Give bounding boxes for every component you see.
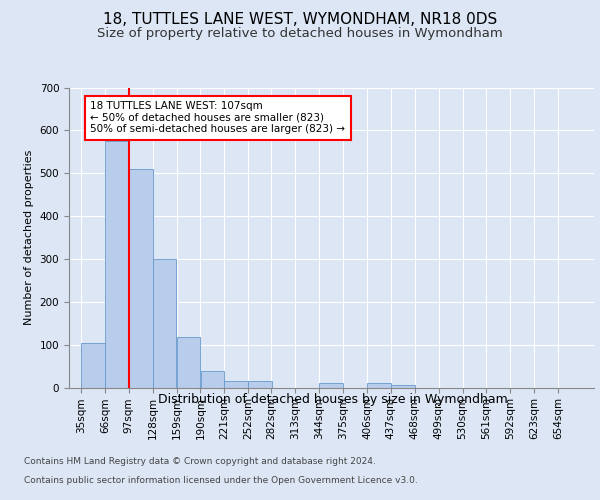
Text: 18, TUTTLES LANE WEST, WYMONDHAM, NR18 0DS: 18, TUTTLES LANE WEST, WYMONDHAM, NR18 0… bbox=[103, 12, 497, 28]
Bar bbox=[176, 337, 200, 388]
Bar bbox=[319, 383, 343, 388]
Bar bbox=[391, 386, 415, 388]
Text: Contains HM Land Registry data © Crown copyright and database right 2024.: Contains HM Land Registry data © Crown c… bbox=[24, 458, 376, 466]
Bar bbox=[81, 344, 105, 388]
Text: Distribution of detached houses by size in Wymondham: Distribution of detached houses by size … bbox=[158, 392, 508, 406]
Text: 18 TUTTLES LANE WEST: 107sqm
← 50% of detached houses are smaller (823)
50% of s: 18 TUTTLES LANE WEST: 107sqm ← 50% of de… bbox=[91, 101, 346, 134]
Bar bbox=[367, 383, 391, 388]
Bar bbox=[200, 371, 224, 388]
Y-axis label: Number of detached properties: Number of detached properties bbox=[24, 150, 34, 325]
Bar bbox=[224, 381, 248, 388]
Text: Size of property relative to detached houses in Wymondham: Size of property relative to detached ho… bbox=[97, 28, 503, 40]
Bar bbox=[105, 141, 128, 388]
Bar bbox=[248, 381, 272, 388]
Text: Contains public sector information licensed under the Open Government Licence v3: Contains public sector information licen… bbox=[24, 476, 418, 485]
Bar bbox=[129, 169, 152, 388]
Bar bbox=[153, 259, 176, 388]
